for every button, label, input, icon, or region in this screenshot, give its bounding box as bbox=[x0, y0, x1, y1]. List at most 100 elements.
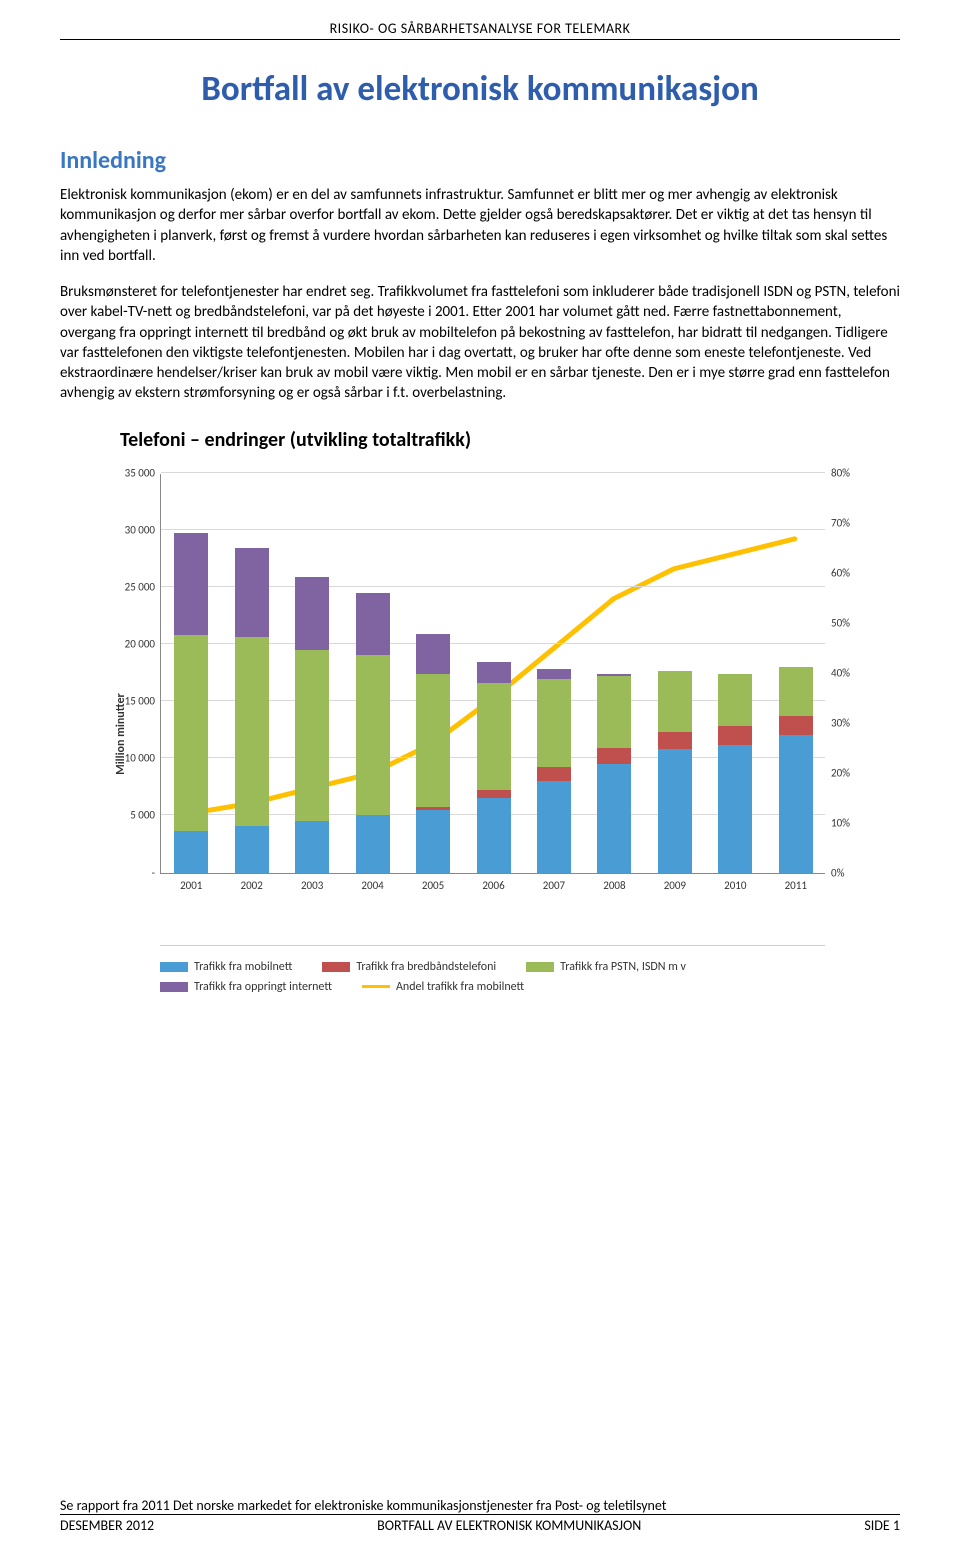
x-tick: 2003 bbox=[301, 873, 323, 892]
gridline bbox=[161, 529, 825, 530]
bar-segment bbox=[235, 637, 269, 826]
legend-swatch bbox=[362, 985, 390, 988]
bar-group bbox=[295, 577, 329, 873]
bar-segment bbox=[416, 674, 450, 808]
bar-segment bbox=[718, 726, 752, 744]
legend-item: Andel trafikk fra mobilnett bbox=[362, 980, 524, 994]
bar-segment bbox=[597, 748, 631, 764]
bar-group bbox=[597, 674, 631, 873]
bar-segment bbox=[779, 667, 813, 716]
bar-segment bbox=[537, 679, 571, 767]
chart-title: Telefoni – endringer (utvikling totaltra… bbox=[120, 428, 900, 452]
gridline bbox=[161, 472, 825, 473]
bar-segment bbox=[477, 790, 511, 798]
bar-segment bbox=[779, 735, 813, 872]
bar-segment bbox=[416, 810, 450, 873]
legend-label: Andel trafikk fra mobilnett bbox=[396, 980, 524, 994]
bar-segment bbox=[597, 676, 631, 748]
section-heading-innledning: Innledning bbox=[60, 146, 900, 175]
chart-legend: Trafikk fra mobilnett Trafikk fra bredbån… bbox=[160, 945, 825, 994]
x-tick: 2009 bbox=[664, 873, 686, 892]
legend-item: Trafikk fra oppringt internett bbox=[160, 980, 332, 994]
intro-paragraph-2: Bruksmønsteret for telefontjenester har … bbox=[60, 282, 900, 404]
bar-segment bbox=[174, 533, 208, 635]
bar-group bbox=[356, 593, 390, 873]
y-tick-right: 40% bbox=[825, 666, 850, 679]
document-footer: DESEMBER 2012 BORTFALL AV ELEKTRONISK KO… bbox=[60, 1514, 900, 1534]
bar-segment bbox=[537, 781, 571, 872]
intro-paragraph-1: Elektronisk kommunikasjon (ekom) er en d… bbox=[60, 185, 900, 266]
x-tick: 2006 bbox=[482, 873, 504, 892]
bar-segment bbox=[356, 815, 390, 872]
legend-item: Trafikk fra mobilnett bbox=[160, 960, 292, 974]
x-tick: 2001 bbox=[180, 873, 202, 892]
legend-swatch bbox=[160, 962, 188, 972]
legend-label: Trafikk fra bredbåndstelefoni bbox=[356, 960, 496, 974]
y-tick-left: 5 000 bbox=[130, 809, 161, 822]
bar-segment bbox=[537, 669, 571, 679]
bar-group bbox=[174, 533, 208, 872]
x-tick: 2004 bbox=[361, 873, 383, 892]
y-tick-right: 20% bbox=[825, 766, 850, 779]
legend-label: Trafikk fra mobilnett bbox=[194, 960, 292, 974]
y-tick-left: 35 000 bbox=[125, 466, 161, 479]
x-tick: 2010 bbox=[724, 873, 746, 892]
bar-segment bbox=[174, 831, 208, 872]
bar-segment bbox=[718, 674, 752, 727]
bar-group bbox=[779, 667, 813, 873]
bar-segment bbox=[356, 655, 390, 815]
bar-segment bbox=[779, 716, 813, 735]
legend-item: Trafikk fra PSTN, ISDN m v bbox=[526, 960, 686, 974]
bar-segment bbox=[235, 548, 269, 637]
bar-segment bbox=[658, 671, 692, 732]
footer-left: DESEMBER 2012 bbox=[60, 1517, 154, 1534]
bar-segment bbox=[658, 749, 692, 872]
y-tick-right: 80% bbox=[825, 466, 850, 479]
bar-group bbox=[477, 662, 511, 872]
y-tick-left: 25 000 bbox=[125, 580, 161, 593]
bar-segment bbox=[477, 683, 511, 790]
legend-swatch bbox=[526, 962, 554, 972]
legend-item: Trafikk fra bredbåndstelefoni bbox=[322, 960, 496, 974]
x-tick: 2002 bbox=[241, 873, 263, 892]
y-tick-right: 60% bbox=[825, 566, 850, 579]
footer-center: BORTFALL AV ELEKTRONISK KOMMUNIKASJON bbox=[377, 1517, 641, 1534]
x-tick: 2005 bbox=[422, 873, 444, 892]
bar-segment bbox=[416, 634, 450, 674]
bar-segment bbox=[718, 745, 752, 873]
bar-segment bbox=[295, 821, 329, 872]
bar-group bbox=[718, 674, 752, 873]
bar-group bbox=[416, 634, 450, 873]
document-page: RISIKO- OG SÅRBARHETSANALYSE FOR TELEMAR… bbox=[0, 0, 960, 1544]
bar-segment bbox=[477, 662, 511, 683]
bar-segment bbox=[356, 593, 390, 656]
document-header: RISIKO- OG SÅRBARHETSANALYSE FOR TELEMAR… bbox=[60, 20, 900, 40]
bar-segment bbox=[174, 635, 208, 832]
bar-segment bbox=[295, 650, 329, 821]
y-tick-right: 50% bbox=[825, 616, 850, 629]
y-tick-left: 20 000 bbox=[125, 637, 161, 650]
y-tick-left: 10 000 bbox=[125, 752, 161, 765]
bar-segment bbox=[537, 767, 571, 781]
chart-plot-area: -5 00010 00015 00020 00025 00030 00035 0… bbox=[160, 474, 825, 874]
bar-segment bbox=[477, 798, 511, 872]
x-tick: 2007 bbox=[543, 873, 565, 892]
footer-right: SIDE 1 bbox=[864, 1517, 900, 1534]
legend-label: Trafikk fra oppringt internett bbox=[194, 980, 332, 994]
y-tick-left: - bbox=[152, 866, 161, 879]
x-tick: 2011 bbox=[785, 873, 807, 892]
bar-group bbox=[537, 669, 571, 872]
legend-label: Trafikk fra PSTN, ISDN m v bbox=[560, 960, 686, 974]
telephony-chart: Million minutter -5 00010 00015 00020 00… bbox=[75, 464, 885, 1004]
y-tick-right: 10% bbox=[825, 816, 850, 829]
y-tick-right: 0% bbox=[825, 866, 844, 879]
footer-note: Se rapport fra 2011 Det norske markedet … bbox=[60, 1497, 900, 1514]
x-tick: 2008 bbox=[603, 873, 625, 892]
bar-segment bbox=[597, 764, 631, 873]
bar-group bbox=[235, 548, 269, 873]
document-title: Bortfall av elektronisk kommunikasjon bbox=[60, 68, 900, 110]
y-tick-left: 15 000 bbox=[125, 695, 161, 708]
y-tick-left: 30 000 bbox=[125, 523, 161, 536]
y-tick-right: 30% bbox=[825, 716, 850, 729]
legend-swatch bbox=[322, 962, 350, 972]
